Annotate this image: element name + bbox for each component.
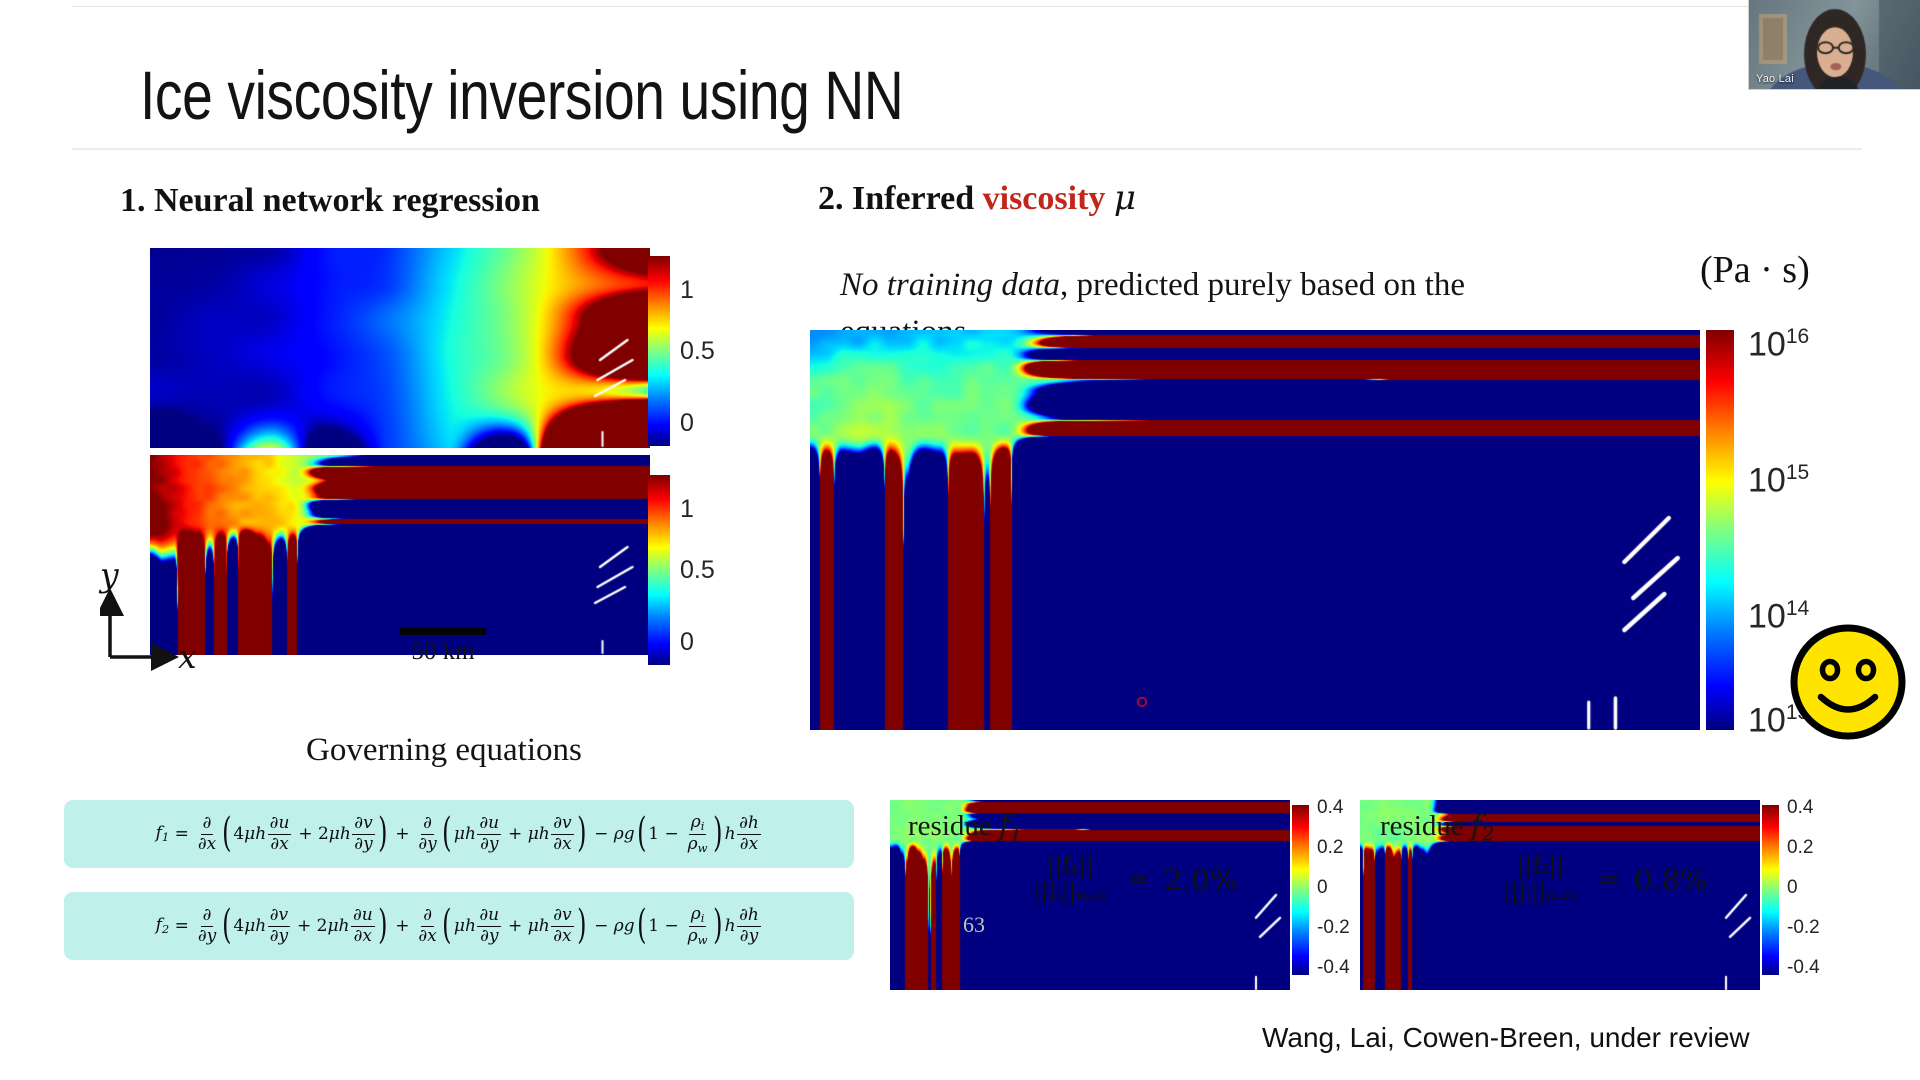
viscosity-units-label: (Pa · s)	[1700, 249, 1810, 291]
colorbar-tick: 1015	[1748, 461, 1810, 500]
residue-f2-caption-sub: 2	[1481, 822, 1495, 846]
residue-f1-caption: residue f1	[908, 808, 1022, 846]
governing-equations-title: Governing equations	[306, 732, 582, 768]
axis-orientation-indicator: y x	[96, 555, 210, 676]
colorbar-tick: -0.4	[1787, 956, 1820, 978]
colorbar-tick: 1014	[1748, 597, 1810, 636]
residue-f2-denominator: ||Jᵢ||ₘₐₓ	[1503, 880, 1578, 906]
section-2-accent-word: viscosity	[982, 180, 1106, 217]
colorbar-tick: 0	[680, 628, 694, 657]
residue-f2-metric: ||f₂|| ||Jᵢ||ₘₐₓ ≈ 0.8%	[1500, 855, 1708, 904]
residue-f2-map	[1360, 800, 1760, 990]
webcam-thumbnail[interactable]: Yao Lai	[1748, 0, 1920, 90]
colorbar-tick: 1016	[1748, 325, 1810, 364]
colorbar-tick: 0.4	[1787, 797, 1814, 819]
scale-bar-label: 50 km	[411, 638, 475, 665]
scale-bar-line	[400, 628, 486, 635]
residue-f1-caption-prefix: residue	[908, 810, 999, 842]
citation-text: Wang, Lai, Cowen-Breen, under review	[1262, 1022, 1750, 1053]
section-heading-1: 1. Neural network regression	[120, 182, 540, 219]
thickness-colorbar-gradient	[648, 475, 670, 665]
residue-f2-approx-sign: ≈	[1597, 864, 1620, 896]
colorbar-tick: 0.2	[1787, 837, 1814, 859]
equation-box-f1: f1 = ∂ ∂x ( 4 μh ∂u ∂x + 2 μh ∂v ∂y ) + ∂ ∂y ( μ…	[64, 800, 854, 868]
section-2-prefix: 2. Inferred	[818, 180, 983, 217]
residue-f1-metric: ||f₁|| ||Iᵢ||ₘₐₓ ≈ 2.0%	[1030, 854, 1238, 906]
residue-f1-map	[890, 800, 1290, 990]
colorbar-tick: 0	[1317, 877, 1328, 898]
residue-f1-colorbar-gradient	[1292, 805, 1309, 975]
smiley-face-icon	[1788, 622, 1908, 747]
axis-label-y: y	[100, 555, 119, 594]
viscosity-map	[810, 330, 1700, 730]
residue-f2-value: 0.8%	[1633, 862, 1708, 897]
axis-arrows-icon	[96, 588, 179, 671]
webcam-video-frame	[1749, 0, 1920, 89]
thickness-colorbar: 1 0.5 0	[648, 475, 768, 665]
residue-f1-approx-sign: ≈	[1127, 864, 1150, 896]
residue-f2-colorbar-gradient	[1762, 805, 1779, 975]
velocity-map	[150, 248, 650, 448]
top-divider	[72, 6, 1862, 7]
colorbar-tick: 0.2	[1317, 837, 1344, 859]
velocity-colorbar-gradient	[648, 256, 670, 446]
colorbar-tick: 0	[680, 409, 694, 438]
residue-f1-colorbar: 0.4 0.2 0 -0.2 -0.4	[1292, 798, 1402, 978]
residue-f2-numerator: ||f₂||	[1515, 854, 1566, 881]
viscosity-colorbar-gradient	[1706, 330, 1734, 730]
colorbar-tick: 0.4	[1317, 797, 1344, 819]
residue-f1-value: 2.0%	[1163, 862, 1238, 897]
viscosity-colorbar: 1016 1015 1014 1013	[1706, 326, 1906, 737]
residue-f2-caption-prefix: residue	[1380, 810, 1471, 842]
colorbar-tick: -0.2	[1317, 916, 1350, 938]
colorbar-tick: -0.2	[1787, 916, 1820, 938]
residue-f1-numerator: ||f₁||	[1045, 854, 1096, 881]
webcam-participant-name: Yao Lai	[1756, 73, 1794, 85]
section-2-mu-symbol: μ	[1113, 178, 1137, 218]
slide-number-watermark: 63	[963, 912, 985, 937]
scale-bar: 50 km	[378, 628, 508, 666]
residue-f2-caption: residue f2	[1380, 808, 1494, 846]
equation-f2: f2 = ∂ ∂y ( 4 μh ∂v ∂y + 2 μh ∂u ∂x ) + ∂ ∂x ( μ…	[155, 902, 761, 949]
residue-f1-caption-symbol: f1	[999, 808, 1023, 846]
title-divider	[72, 148, 1862, 150]
thickness-map	[150, 455, 650, 655]
colorbar-tick: 0	[1787, 877, 1798, 898]
colorbar-tick: 0.5	[680, 556, 715, 584]
velocity-colorbar: 1 0.5 0	[648, 256, 768, 446]
residue-f1-caption-sub: 1	[1009, 822, 1023, 846]
equation-box-f2: f2 = ∂ ∂y ( 4 μh ∂v ∂y + 2 μh ∂u ∂x ) + ∂ ∂x ( μ…	[64, 892, 854, 960]
colorbar-tick: 1	[680, 276, 694, 305]
colorbar-tick: 0.5	[680, 337, 715, 365]
axis-label-x: x	[178, 637, 197, 676]
residue-f2-colorbar: 0.4 0.2 0 -0.2 -0.4	[1762, 798, 1872, 978]
section-heading-2: 2. Inferred viscosity μ	[818, 178, 1136, 218]
residue-f2-caption-symbol: f2	[1471, 808, 1495, 846]
colorbar-tick: -0.4	[1317, 956, 1350, 978]
colorbar-tick: 1	[680, 495, 694, 524]
equation-f1: f1 = ∂ ∂x ( 4 μh ∂u ∂x + 2 μh ∂v ∂y ) + ∂ ∂y ( μ…	[155, 810, 761, 857]
page-title: Ice viscosity inversion using NN	[140, 57, 904, 134]
blurb-italic: No training data	[840, 267, 1061, 303]
residue-f1-denominator: ||Iᵢ||ₘₐₓ	[1033, 880, 1108, 906]
